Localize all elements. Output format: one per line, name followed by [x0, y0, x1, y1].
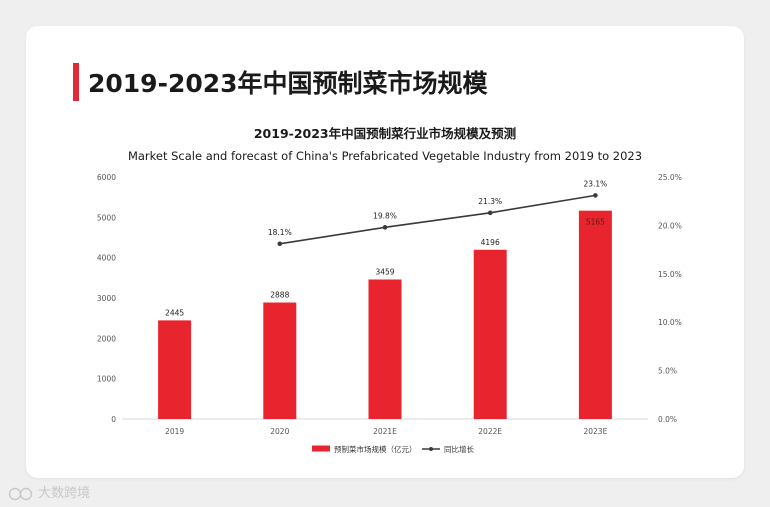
bar: [578, 210, 612, 419]
left-axis-tick-label: 2000: [97, 334, 116, 343]
left-axis-tick-label: 1000: [97, 375, 116, 384]
right-axis-tick-label: 5.0%: [658, 367, 677, 376]
right-axis-tick-label: 15.0%: [658, 270, 682, 279]
right-axis-tick-label: 20.0%: [658, 221, 682, 230]
growth-line: [279, 194, 596, 245]
growth-value-label: 21.3%: [478, 197, 502, 206]
right-axis-tick-label: 25.0%: [658, 173, 682, 182]
title-accent-bar: [73, 63, 79, 101]
bar-value-label: 3459: [375, 267, 394, 276]
x-axis-tick-label: 2021E: [373, 427, 397, 436]
x-axis-tick-label: 2019: [165, 427, 184, 436]
growth-value-label: 19.8%: [373, 211, 397, 220]
bar: [158, 320, 192, 419]
bar-value-label: 2445: [165, 308, 184, 317]
chart-subtitle: Market Scale and forecast of China's Pre…: [128, 149, 642, 163]
watermark-text: 大数跨境: [38, 486, 91, 501]
bar: [263, 302, 297, 419]
chart-title: 2019-2023年中国预制菜行业市场规模及预测: [254, 126, 516, 141]
page-title: 2019-2023年中国预制菜市场规模: [88, 69, 488, 98]
right-axis-tick-label: 10.0%: [658, 318, 682, 327]
legend-label-bar: 预制菜市场规模（亿元）: [334, 444, 417, 454]
bar: [368, 279, 402, 419]
watermark: 大数跨境: [8, 482, 90, 502]
bar: [473, 249, 507, 419]
growth-point: [382, 225, 388, 230]
right-axis-tick-label: 0.0%: [658, 415, 677, 424]
watermark-logo-icon: [8, 487, 33, 500]
bar-value-label: 2888: [270, 291, 289, 300]
growth-point: [487, 210, 493, 216]
legend-swatch-bar: [312, 445, 330, 452]
left-axis-tick-label: 6000: [97, 173, 116, 182]
bar-value-label: 4196: [481, 238, 500, 247]
legend-swatch-line-marker: [429, 447, 433, 451]
growth-point: [277, 241, 283, 247]
growth-value-label: 18.1%: [268, 228, 292, 237]
bar-value-label: 5165: [586, 218, 605, 227]
left-axis-tick-label: 0: [111, 415, 116, 424]
x-axis-tick-label: 2023E: [583, 427, 607, 436]
legend-label-line: 同比增长: [444, 444, 474, 454]
x-axis-tick-label: 2022E: [478, 427, 502, 436]
growth-value-label: 23.1%: [583, 179, 607, 188]
left-axis-tick-label: 4000: [97, 254, 116, 263]
left-axis-tick-label: 3000: [97, 294, 116, 303]
left-axis-tick-label: 5000: [97, 213, 116, 222]
growth-point: [593, 193, 598, 198]
x-axis-tick-label: 2020: [270, 427, 289, 436]
